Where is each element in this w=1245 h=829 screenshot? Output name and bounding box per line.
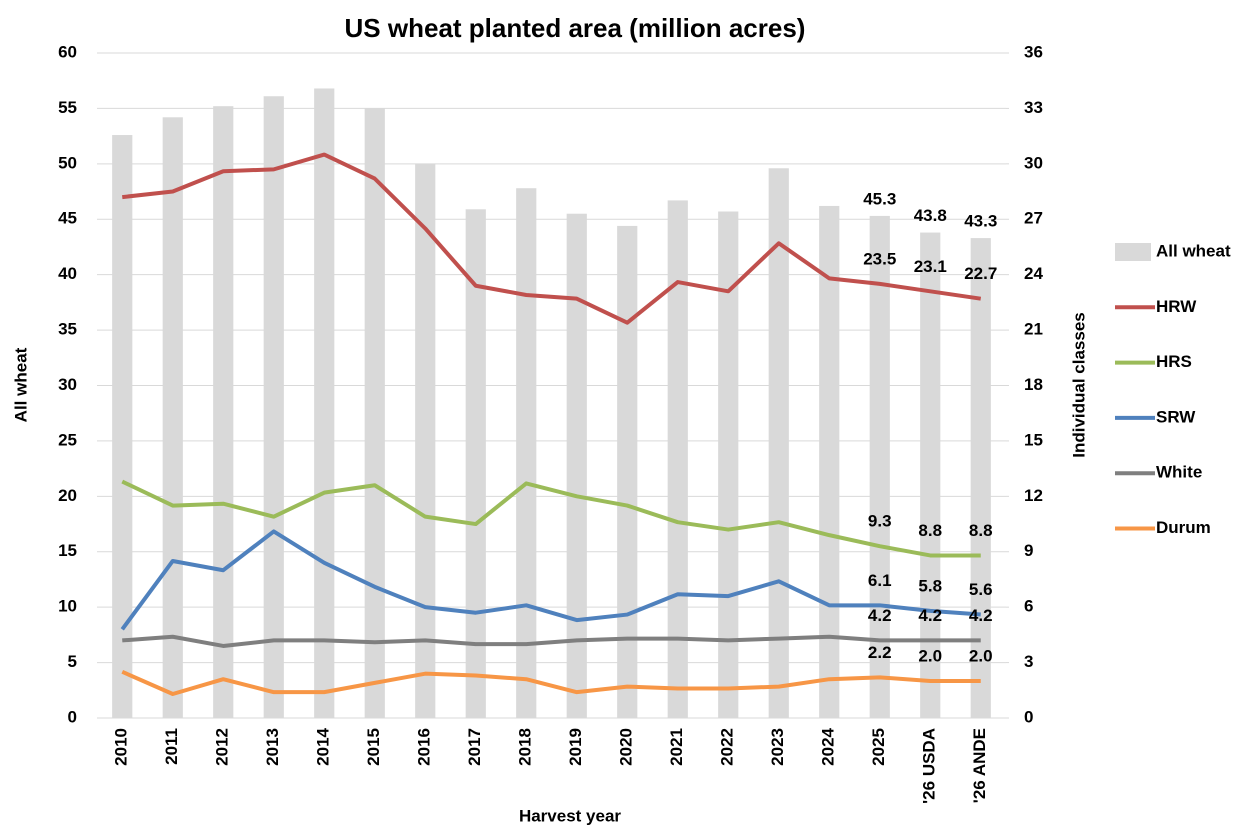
data-label: 8.8 xyxy=(918,521,942,540)
bar xyxy=(617,225,638,718)
bar xyxy=(112,135,133,718)
bar xyxy=(970,238,991,718)
line xyxy=(120,529,981,631)
line xyxy=(121,669,981,696)
x-tick-label: 2016 xyxy=(415,728,434,766)
y-tick-label: 5 xyxy=(68,652,77,671)
x-tick-label: 2015 xyxy=(364,728,383,766)
x-tick-label: 2010 xyxy=(112,728,131,766)
y-tick-label: 55 xyxy=(58,98,77,117)
y2-tick-label: 33 xyxy=(1024,98,1043,117)
y-tick-label: 35 xyxy=(58,320,77,339)
bar xyxy=(415,163,436,719)
x-tick-label: 2014 xyxy=(314,727,333,765)
y2-tick-label: 24 xyxy=(1024,264,1043,283)
y-tick-label: 45 xyxy=(58,209,77,228)
x-tick-label: 2018 xyxy=(516,728,535,766)
y-tick-label: 20 xyxy=(58,486,77,505)
data-label: 4.2 xyxy=(868,606,892,625)
bar xyxy=(667,200,688,719)
x-tick-label: 2023 xyxy=(768,728,787,766)
data-label: 5.8 xyxy=(918,576,942,595)
data-label: 2.0 xyxy=(918,647,942,666)
bar xyxy=(364,108,385,718)
data-label: 4.2 xyxy=(918,606,942,625)
legend-label: HRW xyxy=(1156,297,1197,316)
line xyxy=(121,479,981,558)
x-tick-label: 2019 xyxy=(566,728,585,766)
bar xyxy=(213,106,234,718)
x-tick-label: 2024 xyxy=(819,727,838,765)
data-label: 4.2 xyxy=(969,606,993,625)
y-tick-label: 50 xyxy=(58,153,77,172)
data-label: 2.0 xyxy=(969,647,993,666)
line xyxy=(122,634,981,648)
chart-title: US wheat planted area (million acres) xyxy=(345,13,806,43)
bar xyxy=(314,88,335,718)
y-tick-label: 30 xyxy=(58,375,77,394)
y2-tick-label: 18 xyxy=(1024,375,1043,394)
x-tick-label: '26 ANDE xyxy=(970,728,989,803)
y-tick-label: 0 xyxy=(68,707,77,726)
bar xyxy=(768,168,789,718)
bar xyxy=(819,205,840,718)
y2-tick-label: 30 xyxy=(1024,153,1043,172)
y-tick-label: 60 xyxy=(58,42,77,61)
y2-tick-label: 36 xyxy=(1024,42,1043,61)
bar xyxy=(465,209,486,718)
bar xyxy=(566,213,587,719)
bar xyxy=(263,96,284,719)
y2-tick-label: 3 xyxy=(1024,652,1033,671)
data-label: 43.8 xyxy=(914,206,947,225)
legend-swatch xyxy=(1115,243,1151,261)
y2-tick-label: 6 xyxy=(1024,597,1033,616)
data-label: 2.2 xyxy=(868,643,892,662)
x-tick-label: 2013 xyxy=(263,728,282,766)
legend-label: Durum xyxy=(1156,518,1211,537)
legend-label: HRS xyxy=(1156,352,1192,371)
y-tick-label: 25 xyxy=(58,430,77,449)
legend-label: All wheat xyxy=(1156,241,1231,260)
y-tick-label: 40 xyxy=(58,264,77,283)
y2-tick-label: 15 xyxy=(1024,430,1043,449)
y-tick-label: 15 xyxy=(58,541,77,560)
x-axis-label: Harvest year xyxy=(519,806,621,825)
y2-tick-label: 9 xyxy=(1024,541,1033,560)
x-tick-label: 2011 xyxy=(162,728,181,765)
bar xyxy=(920,232,941,719)
y-axis-label: All wheat xyxy=(11,347,30,422)
y2-tick-label: 0 xyxy=(1024,707,1033,726)
y-tick-label: 10 xyxy=(58,597,77,616)
legend-label: SRW xyxy=(1156,407,1196,426)
x-tick-label: 2025 xyxy=(869,728,888,766)
bar xyxy=(516,188,537,718)
x-tick-label: '26 USDA xyxy=(920,728,939,804)
data-label: 8.8 xyxy=(969,521,993,540)
x-tick-label: 2012 xyxy=(213,728,232,766)
data-label: 9.3 xyxy=(868,512,892,531)
x-tick-label: 2020 xyxy=(617,728,636,766)
y2-tick-label: 27 xyxy=(1024,209,1043,228)
line xyxy=(122,152,982,325)
data-label: 23.5 xyxy=(863,249,896,268)
bar xyxy=(869,215,890,719)
y2-axis-label: Individual classes xyxy=(1069,312,1088,458)
y2-tick-label: 12 xyxy=(1024,486,1043,505)
data-label: 5.6 xyxy=(969,580,993,599)
x-tick-label: 2021 xyxy=(667,728,686,766)
data-label: 6.1 xyxy=(868,571,892,590)
data-label: 23.1 xyxy=(914,257,947,276)
y2-tick-label: 21 xyxy=(1024,320,1043,339)
x-tick-label: 2022 xyxy=(718,728,737,766)
x-tick-label: 2017 xyxy=(465,728,484,766)
legend-label: White xyxy=(1156,463,1202,482)
data-label: 22.7 xyxy=(964,264,997,283)
data-label: 43.3 xyxy=(964,212,997,231)
bar xyxy=(718,211,739,718)
data-label: 45.3 xyxy=(863,189,896,208)
bar xyxy=(162,117,183,719)
